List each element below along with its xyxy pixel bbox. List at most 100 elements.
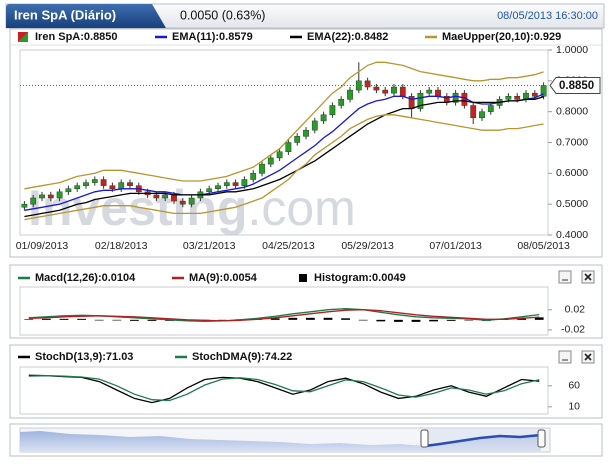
histogram-bar [77, 318, 86, 320]
histogram-bar [94, 319, 104, 321]
legend-swatch [299, 274, 307, 282]
histogram-bar [24, 319, 34, 320]
candle-body [153, 194, 160, 199]
legend-label: EMA(22):0.8482 [307, 31, 388, 43]
candle-body [223, 182, 230, 186]
candle-body [514, 96, 521, 100]
panel-1: -0.02 0.02 [24, 304, 585, 336]
price-tag-box [549, 76, 601, 94]
histogram-bar [288, 317, 298, 320]
candle-body [470, 105, 477, 119]
series-line [24, 61, 544, 190]
y-tick-label: 0.8000 [556, 105, 588, 117]
candle-body [285, 142, 292, 152]
stoch-panel [9, 344, 603, 419]
x-tick-label: 03/21/2013 [183, 240, 236, 252]
candle-body [329, 105, 336, 115]
minimize-button[interactable] [558, 270, 572, 284]
y-tick-label: 10 [568, 401, 580, 413]
candle-body [303, 129, 309, 137]
candle-body [347, 89, 353, 100]
candle-body [65, 188, 72, 193]
x-tick-label: 02/18/2013 [95, 240, 148, 252]
navigator-handle[interactable] [420, 429, 429, 448]
y-tick-label: 0.7000 [556, 136, 588, 148]
histogram-bar [394, 319, 403, 322]
candle-body [118, 182, 125, 189]
y-tick-label: 0.5000 [556, 198, 588, 210]
histogram-bar [147, 319, 157, 321]
candle-body [267, 157, 274, 165]
candle-body [100, 179, 107, 186]
navigator-handle[interactable] [537, 429, 546, 448]
candle-body [435, 89, 441, 97]
navigator-selection[interactable] [425, 428, 541, 452]
macd-plot-frame [19, 286, 549, 336]
candle-body [487, 105, 494, 112]
x-tick-label: 08/05/2013 [517, 240, 570, 252]
series-line [28, 375, 540, 402]
histogram-bar [464, 319, 474, 321]
candle-body [373, 86, 380, 91]
candle-body [91, 179, 98, 183]
series-line [24, 114, 544, 221]
title-tab [6, 4, 166, 28]
candle-body [215, 185, 221, 190]
candle-body [259, 163, 265, 174]
series-line [24, 93, 544, 211]
histogram-bar [429, 319, 438, 322]
y-tick-label: 0.6000 [556, 167, 588, 179]
candle-body [127, 182, 133, 186]
candle-body [47, 194, 54, 199]
candle-body [399, 86, 406, 97]
legend-swatch [18, 32, 28, 42]
navigator-area [20, 431, 541, 452]
series-line [28, 309, 540, 322]
x-tick-label: 04/25/2013 [262, 240, 315, 252]
candle-body [417, 92, 424, 109]
y-tick-label: 1.0000 [556, 44, 588, 56]
histogram-bar [270, 318, 280, 320]
candle-body [364, 80, 371, 88]
legend-label: Macd(12,26):0.0104 [35, 272, 136, 284]
candle-body [74, 185, 81, 190]
histogram-bar [358, 319, 368, 321]
histogram-bar [306, 317, 315, 320]
candle-body [206, 188, 213, 193]
candle-body [391, 86, 397, 94]
candle-body [83, 182, 89, 186]
candle-body [39, 194, 45, 199]
price-change: 0.0050 (0.63%) [180, 8, 265, 22]
candle-body [531, 92, 538, 97]
candle-body [276, 151, 283, 159]
histogram-bar [130, 319, 139, 321]
candle-body [179, 200, 186, 205]
minimize-button[interactable] [558, 350, 572, 364]
candle-body [320, 114, 327, 122]
candle-body [188, 197, 195, 205]
datetime: 08/05/2013 16:30:00 [497, 10, 598, 22]
y-tick-label: 60 [568, 380, 580, 392]
panel-0: 0.40000.50000.60000.70000.80000.90001.00… [16, 31, 601, 252]
candle-body [109, 185, 116, 190]
watermark-suffix: .com [247, 180, 355, 236]
main-panel [9, 28, 603, 258]
candle-body [452, 92, 459, 103]
candle-body [171, 194, 177, 202]
x-tick-label: 05/29/2013 [341, 240, 394, 252]
stoch-plot-frame [19, 366, 549, 415]
histogram-bar [112, 319, 122, 321]
legend-label: Iren SpA:0.8850 [35, 31, 118, 43]
legend-label: EMA(11):0.8579 [172, 31, 253, 43]
title: Iren SpA (Diário) [14, 7, 116, 22]
y-tick-label: 0.02 [565, 304, 586, 316]
y-tick-label: -0.02 [561, 324, 585, 336]
histogram-bar [376, 319, 386, 322]
histogram-bar [411, 319, 421, 322]
series-line [28, 374, 540, 404]
histogram-bar [446, 319, 456, 321]
candle-body [30, 197, 37, 205]
candle-body [338, 99, 345, 106]
candle-body [294, 136, 301, 143]
